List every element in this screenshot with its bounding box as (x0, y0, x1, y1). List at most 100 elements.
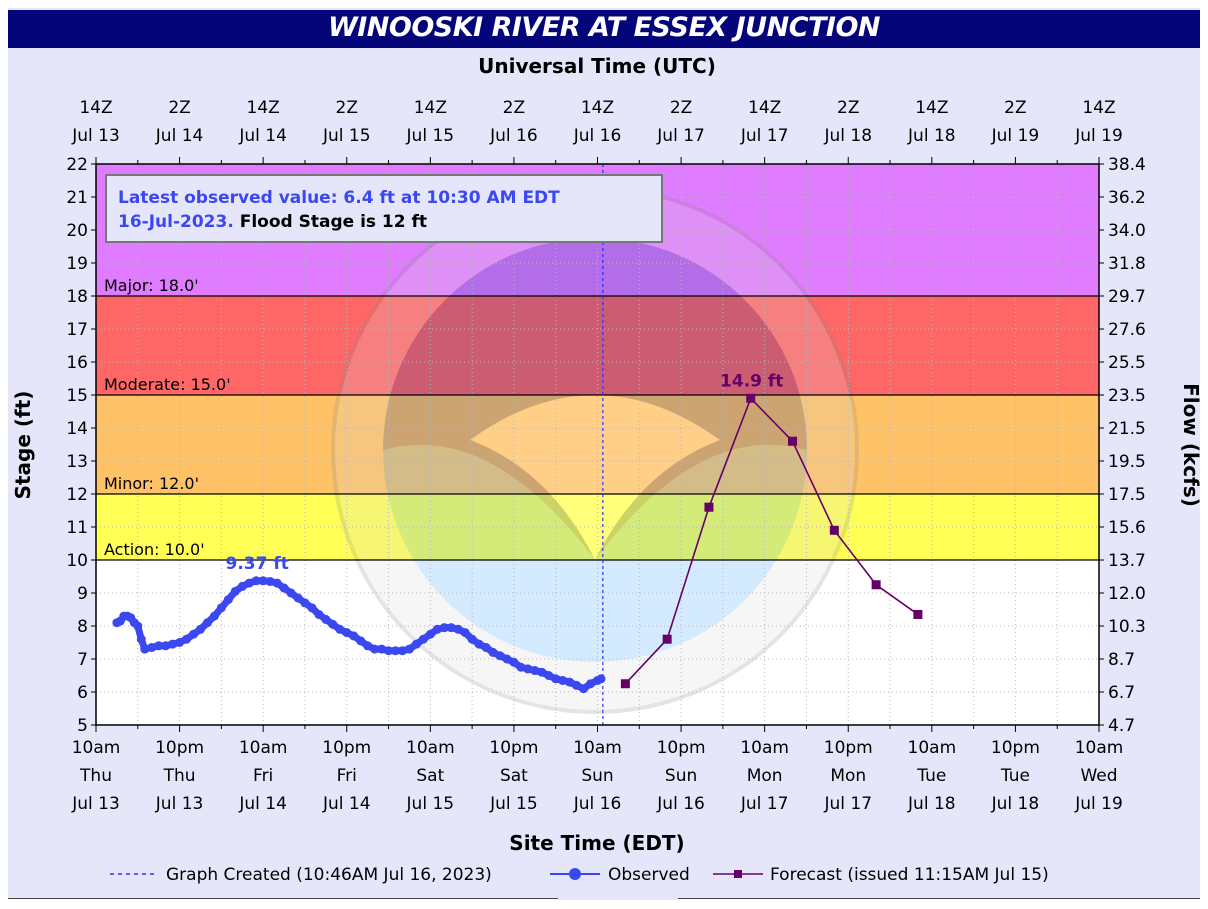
y-tick-label: 21 (66, 188, 88, 208)
x-top-tick-label: Jul 19 (991, 126, 1040, 146)
observed-point (244, 578, 254, 588)
x-tick-label: 10am (1075, 738, 1124, 758)
legend-observed-label: Observed (608, 865, 690, 885)
forecast-point (704, 502, 714, 512)
observed-point (286, 588, 296, 598)
y-tick-label: 18 (66, 287, 88, 307)
y-tick-label: 11 (66, 518, 88, 538)
y-tick-label: 20 (66, 221, 88, 241)
observed-point (140, 644, 150, 654)
x-tick-label: Jul 16 (573, 794, 622, 814)
observed-point (195, 624, 205, 634)
x-tick-label: Fri (253, 766, 273, 786)
observed-point (237, 581, 247, 591)
x-axis-title: Site Time (EDT) (509, 831, 684, 855)
y2-tick-label: 25.5 (1108, 353, 1146, 373)
y-tick-label: 5 (77, 716, 88, 736)
observed-point (279, 583, 289, 593)
peak-label-forecast: 14.9 ft (720, 371, 783, 391)
x-tick-label: 10pm (155, 738, 204, 758)
y2-tick-label: 13.7 (1108, 551, 1146, 571)
observed-point (565, 677, 575, 687)
x-top-tick-label: 2Z (1004, 98, 1026, 118)
info-box-flood-text: Flood Stage is 12 ft (240, 212, 427, 232)
observed-point (467, 634, 477, 644)
y2-tick-label: 34.0 (1108, 221, 1146, 241)
series-line-forecast (624, 396, 919, 685)
x-tick-label: 10am (908, 738, 957, 758)
y2-tick-label: 6.7 (1108, 683, 1135, 703)
forecast-point (788, 436, 798, 446)
info-box (105, 174, 663, 243)
observed-point (544, 671, 554, 680)
observed-point (349, 631, 359, 641)
observed-point (182, 634, 192, 644)
observed-point (439, 623, 449, 633)
y2-tick-label: 17.5 (1108, 485, 1146, 505)
x-top-tick-label: Jul 13 (71, 126, 120, 146)
x-top-tick-label: 2Z (168, 98, 190, 118)
x-tick-label: Jul 14 (322, 794, 371, 814)
observed-point (425, 629, 435, 639)
y-axis-title: Stage (ft) (11, 391, 35, 500)
y-tick-label: 9 (77, 584, 88, 604)
y2-tick-label: 19.5 (1108, 452, 1146, 472)
x-top-tick-label: Jul 18 (823, 126, 872, 146)
x-tick-label: Sat (500, 766, 528, 786)
observed-point (136, 634, 146, 644)
observed-point (530, 666, 540, 676)
x-top-tick-label: 14Z (1082, 98, 1115, 118)
chart-title: WINOOSKI RIVER AT ESSEX JUNCTION (327, 12, 881, 43)
legend-forecast-label: Forecast (issued 11:15AM Jul 15) (770, 865, 1049, 885)
x-tick-label: Wed (1080, 766, 1117, 786)
x-tick-label: Jul 15 (406, 794, 455, 814)
x-tick-label: Jul 17 (823, 794, 872, 814)
bottom-panel-right (678, 898, 1200, 909)
y-tick-label: 22 (66, 155, 88, 175)
x-tick-label: Jul 13 (71, 794, 120, 814)
flood-label-action: Action: 10.0' (104, 540, 205, 559)
observed-point (572, 680, 582, 690)
y2-tick-label: 23.5 (1108, 386, 1146, 406)
observed-point (300, 598, 310, 608)
x-tick-label: Tue (916, 766, 946, 786)
y2-axis-title: Flow (kcfs) (1179, 383, 1203, 507)
observed-point (481, 642, 491, 652)
x-top-tick-label: 14Z (915, 98, 948, 118)
x-tick-label: Jul 19 (1074, 794, 1123, 814)
x-top-tick-label: 14Z (414, 98, 447, 118)
x-tick-label: Mon (830, 766, 866, 786)
x-tick-label: 10am (573, 738, 622, 758)
y2-tick-label: 27.6 (1108, 320, 1146, 340)
observed-point (453, 624, 463, 634)
x-tick-label: Sat (416, 766, 444, 786)
observed-point (418, 634, 428, 644)
observed-point (251, 576, 261, 586)
y-tick-label: 13 (66, 452, 88, 472)
x-tick-label: Jul 16 (656, 794, 705, 814)
top-axis-title: Universal Time (UTC) (478, 54, 716, 78)
x-tick-label: Thu (163, 766, 196, 786)
x-tick-label: 10am (72, 738, 121, 758)
observed-point (258, 576, 268, 586)
observed-point (404, 644, 414, 654)
forecast-point (829, 525, 839, 535)
y2-tick-label: 29.7 (1108, 287, 1146, 307)
x-top-tick-label: Jul 17 (656, 126, 705, 146)
x-top-tick-label: Jul 15 (406, 126, 455, 146)
y-tick-label: 12 (66, 485, 88, 505)
y-tick-label: 14 (66, 419, 88, 439)
observed-point (509, 657, 519, 667)
forecast-point (913, 609, 923, 619)
x-tick-label: Mon (747, 766, 783, 786)
observed-point (460, 628, 470, 638)
y-tick-label: 16 (66, 353, 88, 373)
y2-tick-label: 4.7 (1108, 716, 1135, 736)
forecast-point (871, 580, 881, 590)
x-tick-label: 10am (239, 738, 288, 758)
x-tick-label: Thu (79, 766, 112, 786)
observed-point (363, 641, 373, 651)
observed-point (537, 667, 547, 677)
observed-point (335, 624, 345, 634)
